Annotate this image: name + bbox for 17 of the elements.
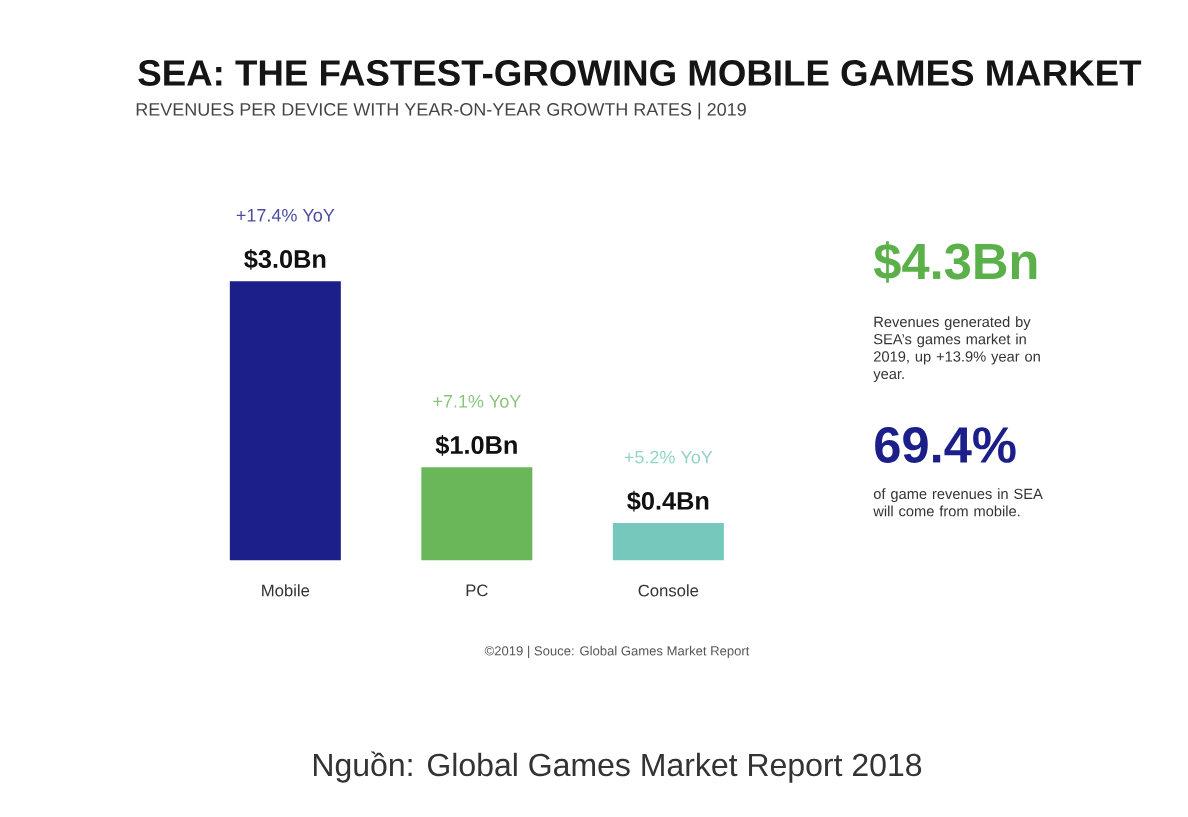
- chart-subtitle: REVENUES PER DEVICE WITH YEAR-ON-YEAR GROWTH RATES | 2019: [136, 102, 746, 120]
- x-tick-label: Console: [638, 584, 699, 597]
- chart-title: SEA: THE FASTEST-GROWING MOBILE GAMES MARKET: [138, 60, 1142, 86]
- text: Revenues generated by SEA’s games market in 2019, up +13.9% year on year.: [873, 316, 1040, 382]
- x-tick-label: Mobile: [262, 584, 310, 597]
- text: Nguồn: Global Games Market Report 2018: [314, 751, 922, 783]
- x-tick-label: PC: [466, 584, 488, 597]
- annotation: +7.1% YoY: [433, 394, 521, 408]
- data-label: $3.0Bn: [244, 248, 326, 270]
- text: of game revenues in SEA will come from mobile.: [873, 488, 1043, 517]
- data-label: $0.4Bn: [627, 490, 709, 512]
- data-label: $1.0Bn: [435, 434, 517, 456]
- text: $4.3Bn: [873, 241, 1037, 283]
- annotation: +5.2% YoY: [624, 450, 713, 464]
- text: ©2019 | Souce: Global Games Market Report: [484, 645, 750, 659]
- text: +17.4% YoY: [236, 208, 335, 222]
- text: 69.4%: [875, 427, 1016, 463]
